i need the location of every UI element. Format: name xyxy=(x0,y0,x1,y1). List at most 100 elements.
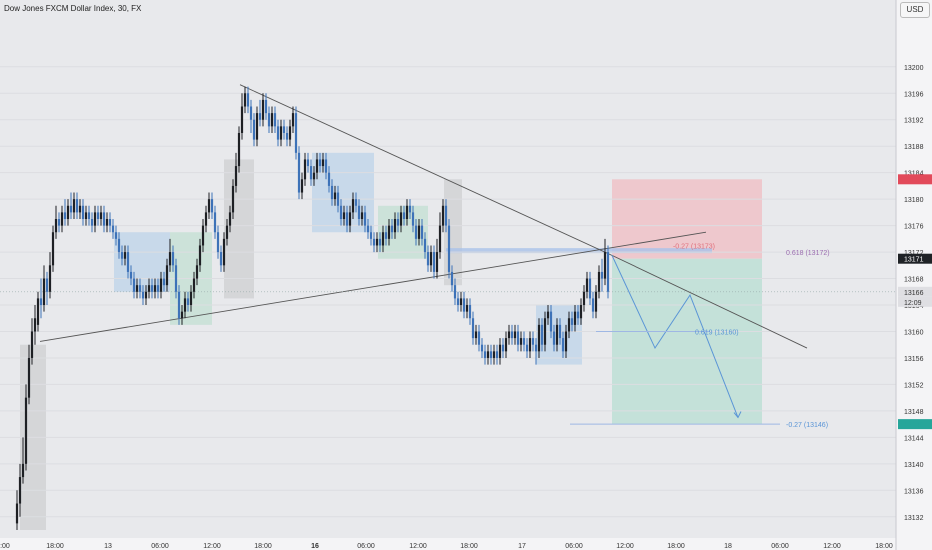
candle-body xyxy=(264,99,268,114)
price-label-bg xyxy=(898,286,932,297)
candle-body xyxy=(255,113,259,140)
candle-body xyxy=(174,265,178,292)
candle-body xyxy=(210,199,214,213)
candle-body xyxy=(486,351,490,358)
candle-body xyxy=(204,212,208,226)
candle-body xyxy=(198,245,202,266)
candle-body xyxy=(315,159,319,173)
candle-body xyxy=(438,225,442,253)
candle-body xyxy=(222,238,226,266)
candle-body xyxy=(258,113,262,120)
candle-body xyxy=(495,351,499,358)
candle-body xyxy=(231,185,235,213)
y-tick-label: 13184 xyxy=(904,171,924,178)
candle-body xyxy=(180,311,184,319)
y-tick-label: 13180 xyxy=(904,197,924,204)
candle-body xyxy=(345,212,349,226)
candle-body xyxy=(375,238,379,246)
candle-body xyxy=(579,305,583,319)
candle-body xyxy=(213,212,217,233)
candle-body xyxy=(105,219,109,226)
candle-body xyxy=(522,338,526,345)
x-tick-label: 12:00 xyxy=(823,543,841,550)
candle-body xyxy=(246,93,250,107)
candle-body xyxy=(126,252,130,272)
projection-arrowhead xyxy=(733,411,742,419)
y-tick-label: 13156 xyxy=(904,356,924,363)
candle-body xyxy=(576,311,580,319)
candle-body xyxy=(339,205,343,220)
candle-body xyxy=(588,278,592,299)
candle-body xyxy=(186,298,190,306)
candle-body xyxy=(120,252,124,259)
candle-body xyxy=(192,278,196,292)
candle-body xyxy=(39,298,43,306)
candle-body xyxy=(69,205,73,213)
y-tick-label: 13148 xyxy=(904,409,924,416)
x-tick-label: 18:00 xyxy=(460,543,478,550)
candle-body xyxy=(477,331,481,345)
candle-body xyxy=(171,252,175,266)
candle-body xyxy=(249,106,253,120)
fib-label: -0.27 (13146) xyxy=(786,422,828,429)
price-label: 13146 xyxy=(904,422,924,429)
y-tick-label: 13136 xyxy=(904,488,924,495)
candle-body xyxy=(582,291,586,306)
candle-body xyxy=(327,172,331,186)
candle-body xyxy=(411,212,415,226)
stop-loss-zone xyxy=(612,179,762,259)
candle-body xyxy=(102,212,106,226)
candle-body xyxy=(366,225,370,233)
candle-body xyxy=(408,205,412,213)
candle-body xyxy=(279,126,283,140)
candle-body xyxy=(336,192,340,206)
candle-body xyxy=(372,238,376,246)
x-tick-label: 18:00 xyxy=(254,543,272,550)
candle-body xyxy=(51,232,55,266)
candle-body xyxy=(474,331,478,339)
x-tick-label: 18:00 xyxy=(46,543,64,550)
candle-body xyxy=(429,252,433,266)
candle-body xyxy=(453,285,457,299)
candle-body xyxy=(81,205,85,220)
candle-body xyxy=(306,159,310,167)
candle-body xyxy=(129,271,133,279)
candle-body xyxy=(228,212,232,226)
order-block-zone xyxy=(224,159,254,299)
fib-label: 0.618 (13172) xyxy=(786,250,830,257)
price-label-bg xyxy=(898,296,932,307)
take-profit-zone xyxy=(612,258,762,425)
candle-body xyxy=(309,166,313,180)
candle-body xyxy=(606,252,610,292)
candle-body xyxy=(435,252,439,272)
candle-body xyxy=(216,232,220,253)
candle-body xyxy=(132,278,136,292)
candle-body xyxy=(516,331,520,345)
candle-body xyxy=(303,159,307,180)
candle-body xyxy=(288,126,292,140)
price-projection-path xyxy=(611,255,739,418)
candle-body xyxy=(558,324,562,339)
candle-body xyxy=(123,252,127,259)
candle-body xyxy=(159,278,163,292)
y-tick-label: 13172 xyxy=(904,250,924,257)
candle-body xyxy=(432,252,436,272)
candle-body xyxy=(498,344,502,358)
candle-body xyxy=(153,285,157,292)
candle-body xyxy=(483,351,487,358)
candle-body xyxy=(384,232,388,239)
candle-body xyxy=(168,252,172,266)
candle-body xyxy=(66,205,70,220)
candle-body xyxy=(369,232,373,239)
x-tick-label: 06:00 xyxy=(771,543,789,550)
currency-button[interactable]: USD xyxy=(900,2,930,18)
candle-body xyxy=(141,291,145,299)
candle-body xyxy=(543,318,547,345)
candle-body xyxy=(54,219,58,233)
candle-body xyxy=(396,219,400,226)
candle-body xyxy=(87,212,91,220)
candle-body xyxy=(600,271,604,279)
candle-body xyxy=(390,225,394,233)
